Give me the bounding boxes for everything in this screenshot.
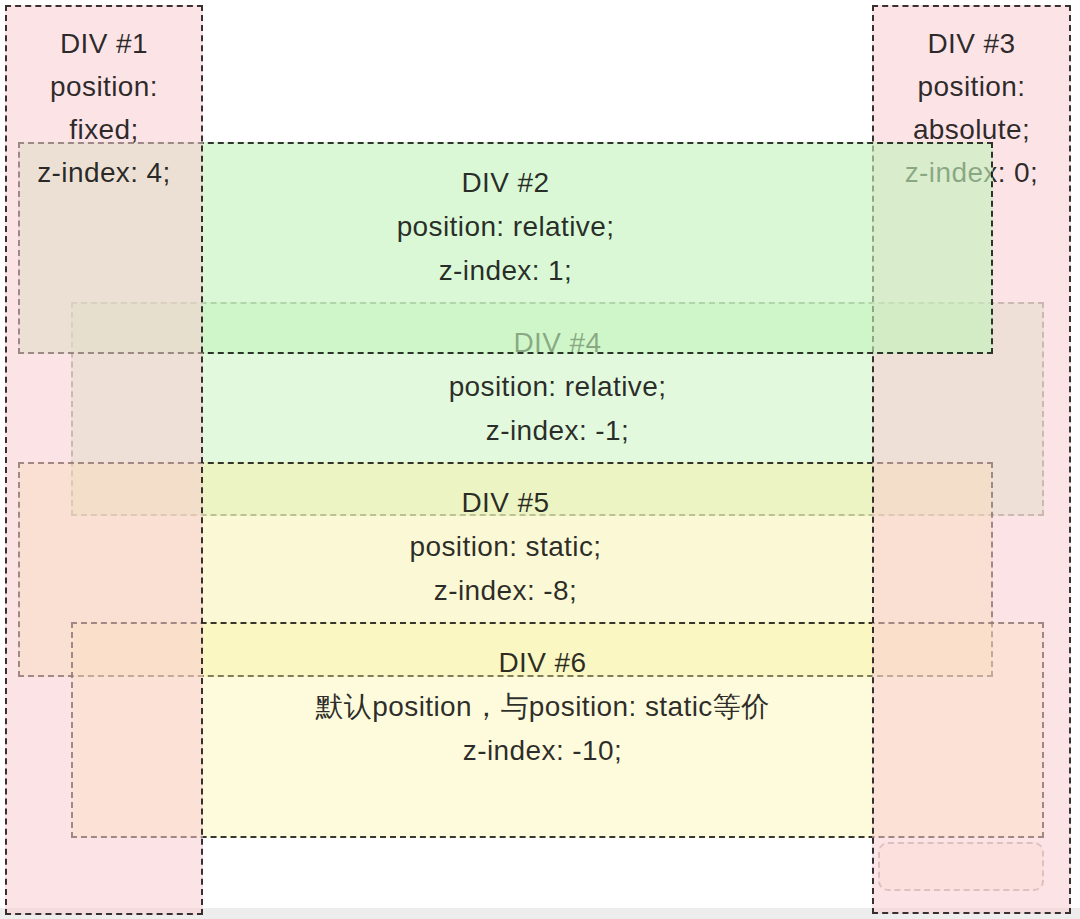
div3-position-line: position:: [874, 65, 1069, 108]
div1-title: DIV #1: [7, 22, 201, 65]
div1-position-value-line: fixed;: [7, 108, 201, 151]
div1-zindex-line: z-index: 4;: [7, 151, 201, 194]
z-index-demo-canvas: DIV #4 position: relative; z-index: -1; …: [0, 0, 1080, 919]
div1-position-line: position:: [7, 65, 201, 108]
div3-title: DIV #3: [874, 22, 1069, 65]
div1-box: DIV #1 position: fixed; z-index: 4;: [5, 5, 203, 915]
